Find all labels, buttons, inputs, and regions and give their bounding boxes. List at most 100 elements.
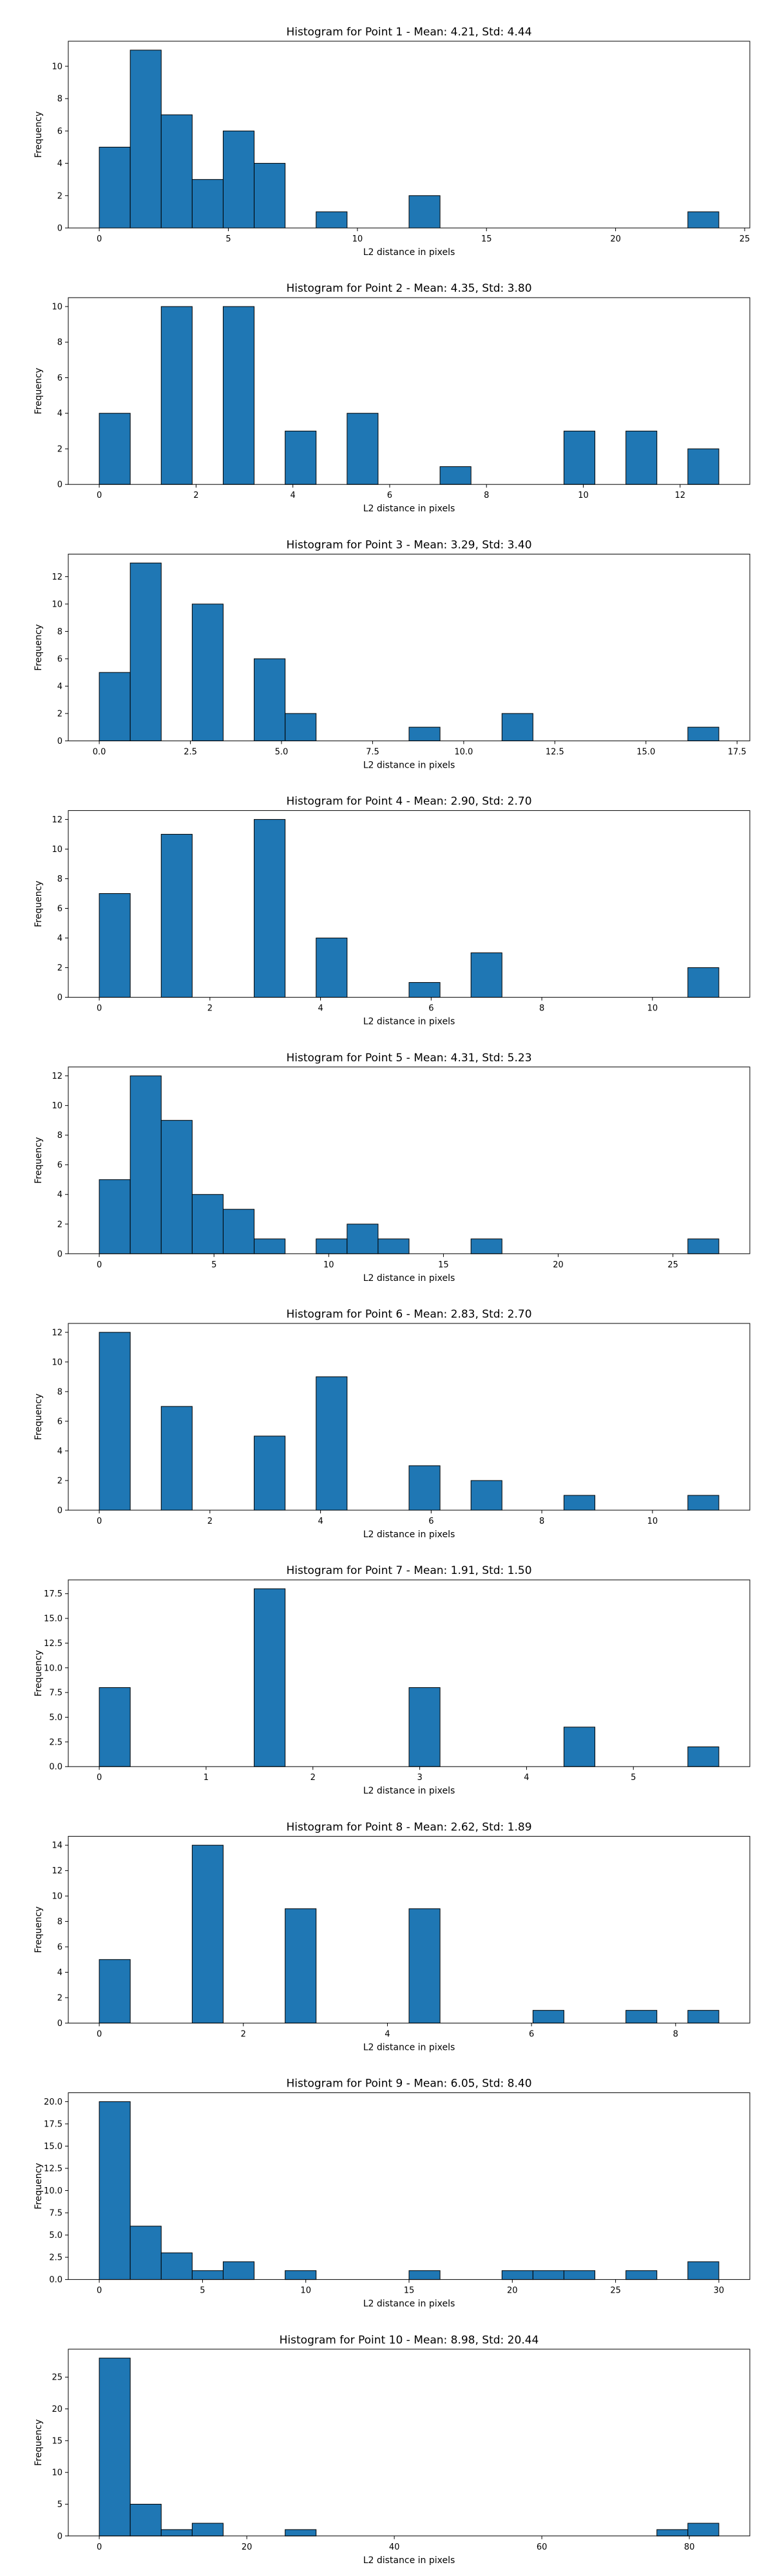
histogram-4-title: Histogram for Point 4 - Mean: 2.90, Std:… <box>286 795 531 808</box>
histogram-9-bar-15 <box>532 2270 564 2280</box>
histogram-9-ytick-label: 2.5 <box>49 2253 62 2263</box>
histogram-6-ytick-label: 2 <box>57 1476 62 1486</box>
histogram-3-ytick-label: 10 <box>52 600 62 609</box>
histogram-9-bar-2 <box>129 2226 162 2280</box>
histogram-3-bar-20 <box>687 726 720 741</box>
histogram-9-title: Histogram for Point 9 - Mean: 6.05, Std:… <box>286 2078 531 2090</box>
histogram-10-xtick-label: 60 <box>537 2543 548 2552</box>
histogram-4-ytick-label: 12 <box>52 815 62 825</box>
histogram-1-axes-frame <box>68 41 750 229</box>
histogram-5-axes-frame <box>68 1066 750 1255</box>
histogram-4-xtick-label: 4 <box>318 1004 323 1014</box>
histogram-4-bar-20 <box>687 967 720 998</box>
histogram-10-title: Histogram for Point 10 - Mean: 8.98, Std… <box>280 2334 539 2347</box>
histogram-5-xtick-label: 5 <box>211 1260 216 1270</box>
histogram-4-xtick-label: 8 <box>539 1004 544 1014</box>
histogram-8-bar-15 <box>532 2010 564 2023</box>
histogram-7-bar-6 <box>254 1588 286 1767</box>
histogram-4-ytick-label: 2 <box>57 963 62 973</box>
histogram-5-bar-6 <box>254 1238 286 1255</box>
histogram-1-bar-5 <box>222 130 255 229</box>
histogram-8-axes-frame <box>68 1835 750 2023</box>
histogram-2-xtick-label: 8 <box>484 491 489 500</box>
histogram-2-bar-9 <box>347 413 379 485</box>
histogram-10-bar-20 <box>687 2523 720 2537</box>
histogram-3-bar-11 <box>408 726 441 741</box>
histogram-1-bar-6 <box>254 163 286 229</box>
histogram-1-bar-20 <box>687 211 720 229</box>
histogram-10-bar-19 <box>656 2529 689 2537</box>
histogram-6-ytick-label: 12 <box>52 1328 62 1338</box>
histogram-3-xtick-label: 10.0 <box>454 747 473 757</box>
histogram-6-ytick-label: 10 <box>52 1358 62 1367</box>
histogram-7-xtick-label: 4 <box>524 1773 529 1783</box>
histogram-7-ytick-label: 17.5 <box>44 1589 62 1599</box>
histogram-1-ytick-label: 2 <box>57 191 62 201</box>
histogram-4-xtick-label: 0 <box>97 1004 102 1014</box>
histogram-6-title: Histogram for Point 6 - Mean: 2.83, Std:… <box>286 1308 531 1321</box>
histogram-6-ytick-label: 6 <box>57 1417 62 1426</box>
histogram-1-bar-3 <box>160 114 193 229</box>
histogram-6-bar-16 <box>563 1495 596 1511</box>
histogram-5-bar-5 <box>222 1209 255 1255</box>
histogram-7-ytick-label: 5.0 <box>49 1713 62 1723</box>
histogram-8-bar-11 <box>408 1908 441 2023</box>
histogram-3-bar-14 <box>501 713 533 741</box>
histogram-2-ylabel: Frequency <box>33 368 44 414</box>
histogram-6-xtick-label: 8 <box>539 1517 544 1526</box>
histogram-9-bar-20 <box>687 2261 720 2280</box>
histogram-3-bar-2 <box>129 562 162 741</box>
histogram-8-ytick-label: 8 <box>57 1917 62 1927</box>
histogram-10-ytick-label: 25 <box>52 2373 62 2383</box>
histogram-4: 0 2 4 6 8 10 0 2 4 6 8 10 12 Histogram for Point 4 - … <box>33 795 750 1027</box>
histogram-5-ytick-label: 4 <box>57 1190 62 1200</box>
histogram-2-ytick-label: 0 <box>57 480 62 490</box>
histogram-6-ylabel: Frequency <box>33 1394 44 1440</box>
histogram-1-ytick-label: 6 <box>57 127 62 137</box>
histogram-9-bar-7 <box>285 2270 317 2280</box>
histogram-3-xtick-label: 15.0 <box>636 747 655 757</box>
histogram-4-bar-13 <box>470 952 502 998</box>
histogram-3-ytick-label: 8 <box>57 627 62 637</box>
histogram-8-bar-20 <box>687 2010 720 2023</box>
histogram-6-xtick-label: 4 <box>318 1517 323 1526</box>
histogram-1-bar-1 <box>99 146 131 229</box>
histogram-4-axes-frame <box>68 810 750 998</box>
histogram-4-ytick-label: 6 <box>57 904 62 914</box>
histogram-8-xlabel: L2 distance in pixels <box>363 2042 455 2052</box>
histogram-7-xtick-label: 5 <box>631 1773 636 1783</box>
histogram-9-axes-frame <box>68 2092 750 2280</box>
histogram-2-bar-12 <box>439 466 472 485</box>
histogram-8-xtick-label: 0 <box>97 2029 102 2039</box>
histogram-3-ytick-label: 6 <box>57 654 62 664</box>
histogram-1-title: Histogram for Point 1 - Mean: 4.21, Std:… <box>286 26 531 39</box>
histogram-6-ytick-label: 8 <box>57 1387 62 1397</box>
histogram-1-xlabel: L2 distance in pixels <box>363 247 455 258</box>
histogram-1-xtick-label: 0 <box>97 234 102 244</box>
histogram-4-ylabel: Frequency <box>33 880 44 927</box>
histogram-6-xtick-label: 2 <box>207 1517 213 1526</box>
histogram-1-xtick-label: 10 <box>352 234 363 244</box>
histogram-3-xtick-label: 12.5 <box>546 747 564 757</box>
histogram-8-ytick-label: 0 <box>57 2019 62 2029</box>
histogram-3-bar-7 <box>285 713 317 741</box>
histogram-8-ytick-label: 4 <box>57 1968 62 1978</box>
histogram-5-bar-13 <box>470 1238 502 1255</box>
histogram-8-bar-7 <box>285 1908 317 2023</box>
histogram-7-ytick-label: 12.5 <box>44 1639 62 1649</box>
histogram-7-xtick-label: 3 <box>417 1773 422 1783</box>
histogram-4-bar-1 <box>99 893 131 998</box>
histogram-6-xtick-label: 10 <box>647 1517 658 1526</box>
histogram-4-xtick-label: 6 <box>428 1004 434 1014</box>
histogram-4-bar-11 <box>408 982 441 998</box>
histogram-7: 0 1 2 3 4 5 0.0 2.5 5.0 7.5 10.0 12.5 15.0 17.5 Histog… <box>33 1564 750 1796</box>
histogram-2-ytick-label: 8 <box>57 338 62 348</box>
histogram-10-bar-2 <box>129 2503 162 2537</box>
histogram-4-bar-6 <box>254 819 286 998</box>
histogram-3-xtick-label: 0.0 <box>93 747 106 757</box>
histogram-2-axes-frame <box>68 297 750 485</box>
histogram-10-xlabel: L2 distance in pixels <box>363 2555 455 2566</box>
histogram-5-ytick-label: 8 <box>57 1131 62 1141</box>
histogram-10-ytick-label: 10 <box>52 2468 62 2478</box>
